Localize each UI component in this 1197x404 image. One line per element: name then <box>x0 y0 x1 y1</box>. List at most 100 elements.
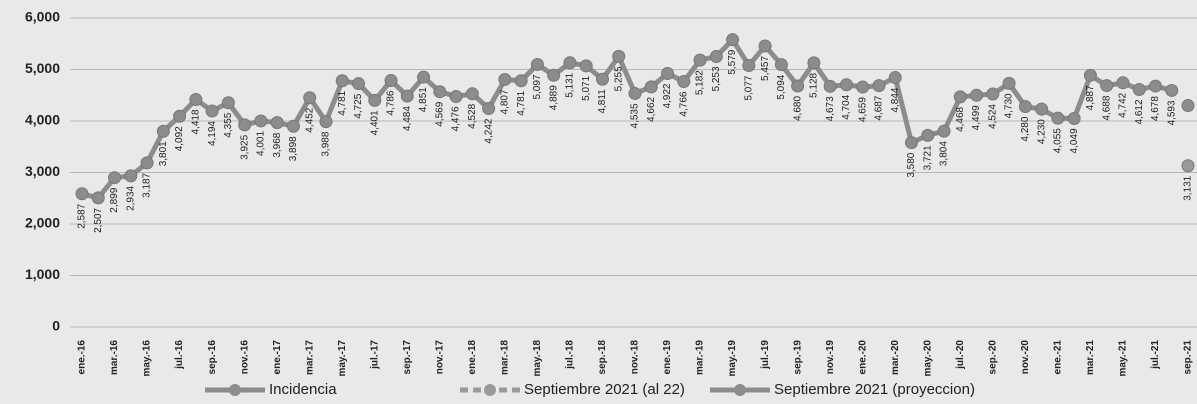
data-label: 4,844 <box>890 87 901 112</box>
point <box>514 74 528 88</box>
data-label: 4,476 <box>451 106 462 131</box>
data-label: 4,730 <box>1004 93 1015 118</box>
data-label: 3,804 <box>939 141 950 166</box>
point <box>986 87 1000 101</box>
point <box>1116 76 1130 90</box>
data-label: 2,587 <box>77 203 88 228</box>
point <box>1035 102 1049 116</box>
x-tick-label: sep.-16 <box>207 340 218 375</box>
x-tick-label: mar.-18 <box>500 340 511 375</box>
point <box>1067 111 1081 125</box>
legend-marker <box>229 384 241 396</box>
x-tick-label: may.-19 <box>727 340 738 377</box>
data-label: 4,355 <box>223 112 234 137</box>
data-label: 5,457 <box>760 56 771 81</box>
data-label: 4,612 <box>1134 99 1145 124</box>
data-label: 3,898 <box>288 136 299 161</box>
point <box>872 79 886 93</box>
data-label: 4,401 <box>369 110 380 135</box>
data-label: 4,742 <box>1118 92 1129 117</box>
point <box>579 59 593 73</box>
data-label: 4,418 <box>190 109 201 134</box>
x-tick-label: sep.-17 <box>402 340 413 375</box>
data-label: 4,704 <box>841 94 852 119</box>
x-tick-label: jul.-19 <box>760 340 771 370</box>
x-tick-label: nov.-17 <box>434 340 445 375</box>
point <box>303 91 317 105</box>
point <box>726 33 740 47</box>
x-tick-label: may.-17 <box>337 340 348 377</box>
point <box>595 72 609 86</box>
legend-label: Septiembre 2021 (al 22) <box>524 381 685 398</box>
point <box>286 119 300 133</box>
data-label: 4,687 <box>874 95 885 120</box>
data-label: 3,721 <box>922 145 933 170</box>
point <box>791 79 805 93</box>
data-label: 5,097 <box>532 74 543 99</box>
point <box>1165 83 1179 97</box>
point <box>823 79 837 93</box>
x-tick-label: may.-16 <box>142 340 153 377</box>
point <box>189 92 203 106</box>
data-label: 4,484 <box>402 106 413 131</box>
data-label: 4,499 <box>971 105 982 130</box>
point <box>530 58 544 72</box>
point <box>368 93 382 107</box>
x-tick-label: ene.-20 <box>857 340 868 375</box>
x-tick-label: jul.-17 <box>369 340 380 370</box>
data-label: 3,801 <box>158 141 169 166</box>
x-tick-label: ene.-16 <box>77 340 88 375</box>
data-label: 4,781 <box>337 90 348 115</box>
x-tick-label: mar.-19 <box>695 340 706 375</box>
data-label: 2,507 <box>93 207 104 232</box>
x-tick-label: ene.-17 <box>272 340 283 375</box>
x-tick-label: sep.-19 <box>792 340 803 375</box>
data-label: 5,077 <box>743 75 754 100</box>
point <box>547 68 561 82</box>
data-label: 4,194 <box>207 121 218 146</box>
point <box>563 56 577 70</box>
point <box>612 49 626 63</box>
point <box>75 187 89 201</box>
point <box>335 74 349 88</box>
data-label: 4,807 <box>500 89 511 114</box>
point <box>1002 76 1016 90</box>
point <box>807 56 821 70</box>
data-label: 4,049 <box>1069 128 1080 153</box>
data-label: 4,781 <box>516 90 527 115</box>
point <box>644 80 658 94</box>
x-tick-label: may.-20 <box>922 340 933 377</box>
point <box>238 118 252 132</box>
point <box>970 88 984 102</box>
point <box>709 49 723 63</box>
x-tick-label: jul.-18 <box>565 340 576 370</box>
x-tick-label: sep.-20 <box>987 340 998 375</box>
data-label: 4,593 <box>1166 100 1177 125</box>
data-label: 5,128 <box>809 72 820 97</box>
point <box>498 72 512 86</box>
data-label: 4,725 <box>353 93 364 118</box>
point <box>1181 99 1195 113</box>
point <box>140 156 154 170</box>
data-label: 4,673 <box>825 96 836 121</box>
point <box>1181 159 1195 173</box>
point <box>937 124 951 138</box>
data-label: 4,680 <box>792 96 803 121</box>
point <box>742 59 756 73</box>
data-label: 4,468 <box>955 106 966 131</box>
x-tick-label: nov.-18 <box>630 340 641 375</box>
x-tick-label: mar.-17 <box>304 340 315 375</box>
y-tick-label: 5,000 <box>25 60 60 76</box>
point <box>433 85 447 99</box>
point <box>839 78 853 92</box>
y-tick-label: 2,000 <box>25 215 60 231</box>
data-label: 4,524 <box>987 104 998 129</box>
data-label: 3,988 <box>321 131 332 156</box>
data-label: 5,579 <box>727 49 738 74</box>
x-tick-label: sep.-18 <box>597 340 608 375</box>
x-tick-label: may.-21 <box>1118 340 1129 377</box>
point <box>270 116 284 130</box>
data-label: 4,230 <box>1036 119 1047 144</box>
point <box>1051 111 1065 125</box>
data-label: 5,094 <box>776 74 787 99</box>
